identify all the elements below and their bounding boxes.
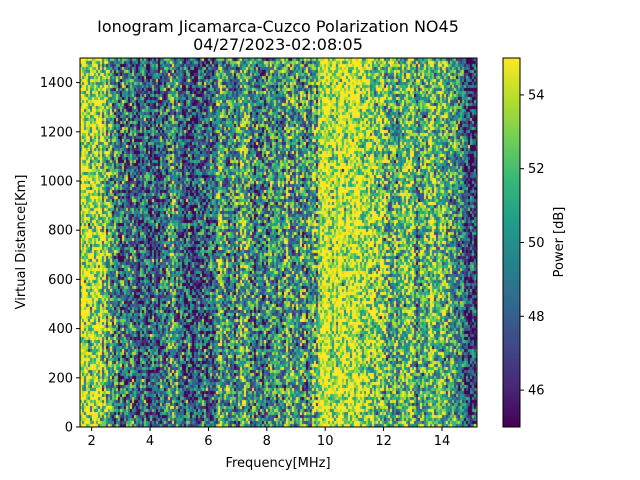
y-axis-label: Virtual Distance[Km] [14, 175, 29, 310]
colorbar-tick-label: 52 [528, 162, 545, 177]
x-tick-label: 2 [88, 434, 96, 449]
x-tick-label: 8 [263, 434, 271, 449]
colorbar [502, 57, 521, 428]
x-tick-label: 14 [434, 434, 451, 449]
heatmap-plot [80, 58, 477, 427]
colorbar-tick-label: 54 [528, 88, 545, 103]
y-tick-label: 1000 [40, 175, 73, 190]
y-tick-label: 0 [65, 421, 73, 436]
x-tick-label: 10 [317, 434, 334, 449]
y-tick-label: 600 [48, 273, 73, 288]
x-axis-label: Frequency[MHz] [225, 456, 330, 471]
y-tick-label: 1200 [40, 125, 73, 140]
y-tick-label: 400 [48, 322, 73, 337]
y-tick-label: 200 [48, 371, 73, 386]
chart-subtitle: 04/27/2023-02:08:05 [193, 35, 363, 54]
x-tick-label: 6 [204, 434, 212, 449]
y-tick-label: 1400 [40, 76, 73, 91]
plot-frame [79, 57, 478, 428]
colorbar-label: Power [dB] [552, 207, 567, 278]
heatmap-image [80, 58, 477, 427]
x-axis-ticks: 2 4 6 8 10 12 14 [88, 427, 451, 449]
x-tick-label: 4 [146, 434, 154, 449]
colorbar-tick-label: 50 [528, 236, 545, 251]
chart-title: Ionogram Jicamarca-Cuzco Polarization NO… [97, 17, 459, 36]
colorbar-ticks: 46 48 50 52 54 [520, 88, 545, 399]
x-tick-label: 12 [375, 434, 392, 449]
colorbar-tick-label: 46 [528, 384, 545, 399]
colorbar-tick-label: 48 [528, 310, 545, 325]
y-axis-ticks: 0 200 400 600 800 1000 1200 1400 [40, 76, 80, 436]
y-tick-label: 800 [48, 224, 73, 239]
